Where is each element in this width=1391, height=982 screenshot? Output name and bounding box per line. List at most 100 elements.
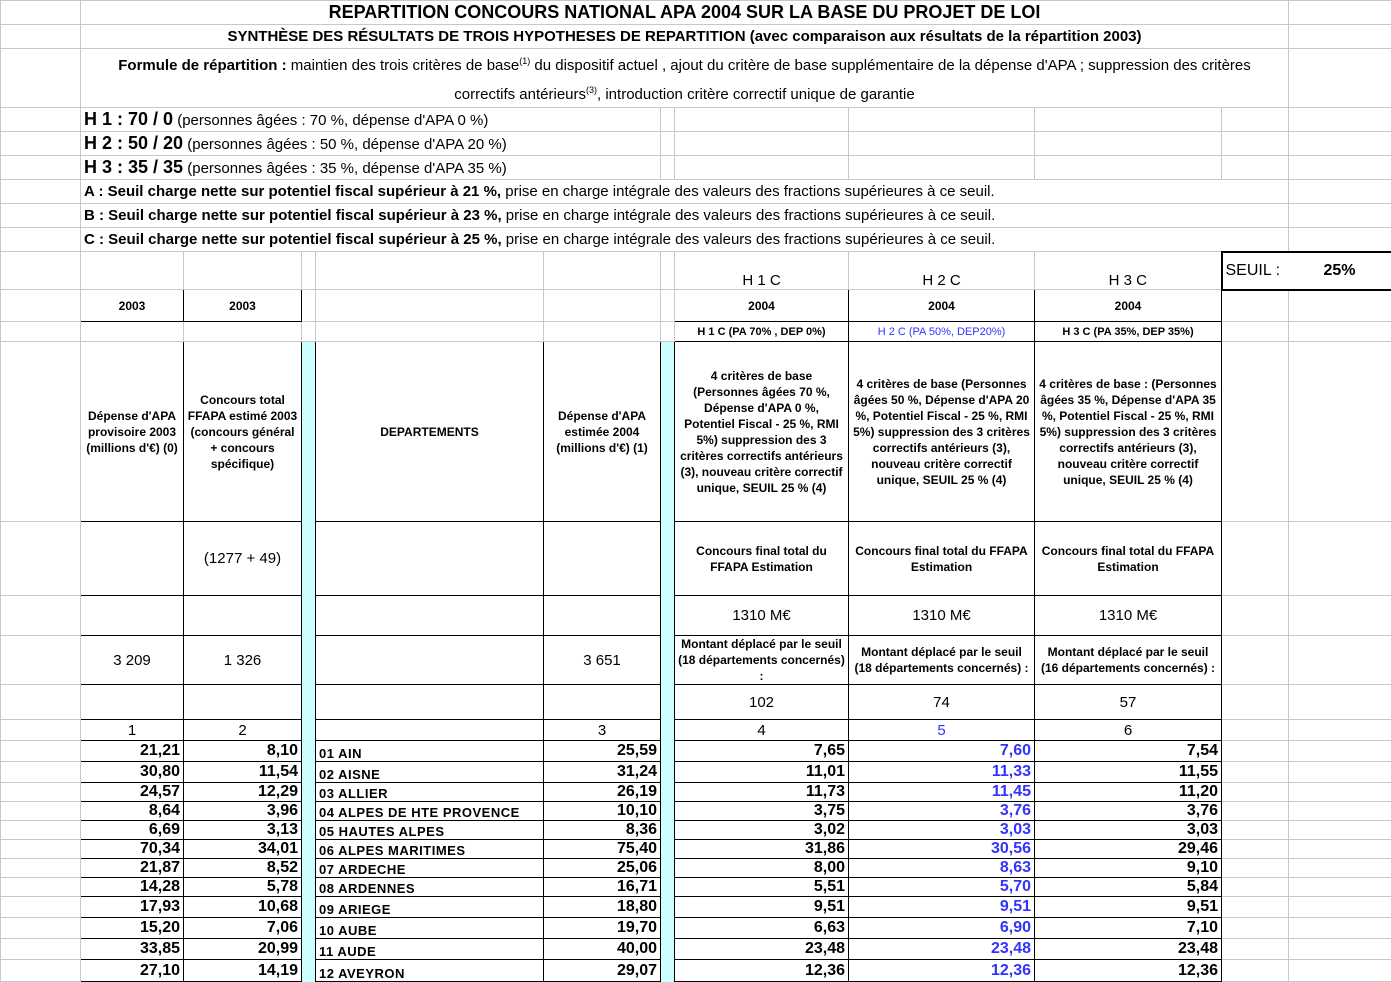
separator xyxy=(661,939,675,960)
hypothesis-desc: (personnes âgées : 70 %, dépense d'APA 0… xyxy=(173,112,488,129)
separator xyxy=(302,762,316,783)
formula-part: , introduction critère correctif unique … xyxy=(597,86,915,103)
h1c-value: 31,86 xyxy=(675,840,849,859)
empty-cell xyxy=(1222,821,1289,840)
empty-cell xyxy=(1222,960,1289,982)
department-name: 10 AUBE xyxy=(316,918,544,939)
seuil-value: 25% xyxy=(1289,252,1391,290)
empty-cell xyxy=(1289,878,1391,897)
year-label: 2004 xyxy=(1035,290,1222,322)
scenario-desc: 4 critères de base (Personnes âgées 70 %… xyxy=(675,342,849,522)
footnote-ref: (3) xyxy=(586,85,597,95)
h2c-value: 9,51 xyxy=(849,897,1035,918)
empty-cell xyxy=(1,859,81,878)
department-name: 02 AISNE xyxy=(316,762,544,783)
final-label: Concours final total du FFAPA Estimation xyxy=(675,522,849,596)
year-label: 2003 xyxy=(184,290,302,322)
col2-value: 20,99 xyxy=(184,939,302,960)
h3c-value: 5,84 xyxy=(1035,878,1222,897)
h3c-value: 9,10 xyxy=(1035,859,1222,878)
col1-value: 21,87 xyxy=(81,859,184,878)
col2-value: 8,52 xyxy=(184,859,302,878)
hypothesis-code: H 2 : 50 / 20 xyxy=(84,133,183,153)
col-number: 2 xyxy=(184,720,302,741)
year-label: 2003 xyxy=(81,290,184,322)
col2-total: 1 326 xyxy=(184,636,302,685)
col2-value: 3,13 xyxy=(184,821,302,840)
h1c-value: 11,01 xyxy=(675,762,849,783)
separator xyxy=(661,897,675,918)
col-number: 5 xyxy=(849,720,1035,741)
col3-header: Dépense d'APA estimée 2004 (millions d'€… xyxy=(544,342,661,522)
empty-cell xyxy=(1222,840,1289,859)
h1c-value: 23,48 xyxy=(675,939,849,960)
col2-value: 3,96 xyxy=(184,802,302,821)
subtitle-text: SYNTHÈSE DES RÉSULTATS DE TROIS HYPOTHES… xyxy=(227,28,1141,45)
col-number: 1 xyxy=(81,720,184,741)
col2-value: 8,10 xyxy=(184,741,302,762)
col2-value: 10,68 xyxy=(184,897,302,918)
threshold-c: C : Seuil charge nette sur potentiel fis… xyxy=(81,228,1289,252)
empty-cell xyxy=(1222,741,1289,762)
h1c-value: 3,75 xyxy=(675,802,849,821)
col2-note: (1277 + 49) xyxy=(184,522,302,596)
empty-cell xyxy=(1222,783,1289,802)
separator xyxy=(302,939,316,960)
separator xyxy=(661,741,675,762)
hypothesis-2: H 2 : 50 / 20 (personnes âgées : 50 %, d… xyxy=(81,132,661,156)
threshold-bold: B : Seuil charge nette sur potentiel fis… xyxy=(84,207,502,224)
moved-value: 57 xyxy=(1035,685,1222,720)
empty-cell xyxy=(1,939,81,960)
threshold-a: A : Seuil charge nette sur potentiel fis… xyxy=(81,180,1289,204)
formula-text: Formule de répartition : maintien des tr… xyxy=(81,49,1289,108)
separator xyxy=(302,783,316,802)
separator xyxy=(302,878,316,897)
empty-cell xyxy=(1,897,81,918)
col3-value: 10,10 xyxy=(544,802,661,821)
separator xyxy=(661,762,675,783)
final-value: 1310 M€ xyxy=(849,596,1035,636)
department-name: 05 HAUTES ALPES xyxy=(316,821,544,840)
h2c-value: 5,70 xyxy=(849,878,1035,897)
final-value: 1310 M€ xyxy=(1035,596,1222,636)
empty-cell xyxy=(1289,741,1391,762)
threshold-rest: prise en charge intégrale des valeurs de… xyxy=(502,207,996,224)
empty-cell xyxy=(1222,897,1289,918)
threshold-b: B : Seuil charge nette sur potentiel fis… xyxy=(81,204,1289,228)
h3c-value: 3,03 xyxy=(1035,821,1222,840)
empty-cell xyxy=(1,783,81,802)
col-number: 3 xyxy=(544,720,661,741)
formula-label: Formule de répartition : xyxy=(118,57,286,74)
col1-header: Dépense d'APA provisoire 2003 (millions … xyxy=(81,342,184,522)
col1-value: 70,34 xyxy=(81,840,184,859)
department-name: 03 ALLIER xyxy=(316,783,544,802)
separator xyxy=(302,802,316,821)
moved-value: 74 xyxy=(849,685,1035,720)
empty-cell xyxy=(1,741,81,762)
col2-value: 5,78 xyxy=(184,878,302,897)
department-name: 12 AVEYRON xyxy=(316,960,544,982)
separator xyxy=(661,960,675,982)
col1-value: 14,28 xyxy=(81,878,184,897)
separator xyxy=(302,840,316,859)
h2c-value: 11,33 xyxy=(849,762,1035,783)
col2-value: 7,06 xyxy=(184,918,302,939)
department-name: 01 AIN xyxy=(316,741,544,762)
empty-cell xyxy=(1289,821,1391,840)
year-label: 2004 xyxy=(849,290,1035,322)
empty-cell xyxy=(1289,762,1391,783)
col3-value: 16,71 xyxy=(544,878,661,897)
empty-cell xyxy=(1,802,81,821)
h2c-value: 12,36 xyxy=(849,960,1035,982)
h3c-value: 11,55 xyxy=(1035,762,1222,783)
h1c-value: 11,73 xyxy=(675,783,849,802)
empty-cell xyxy=(1289,939,1391,960)
scenario-name: H 3 C xyxy=(1035,252,1222,290)
h2c-value: 30,56 xyxy=(849,840,1035,859)
col3-value: 75,40 xyxy=(544,840,661,859)
